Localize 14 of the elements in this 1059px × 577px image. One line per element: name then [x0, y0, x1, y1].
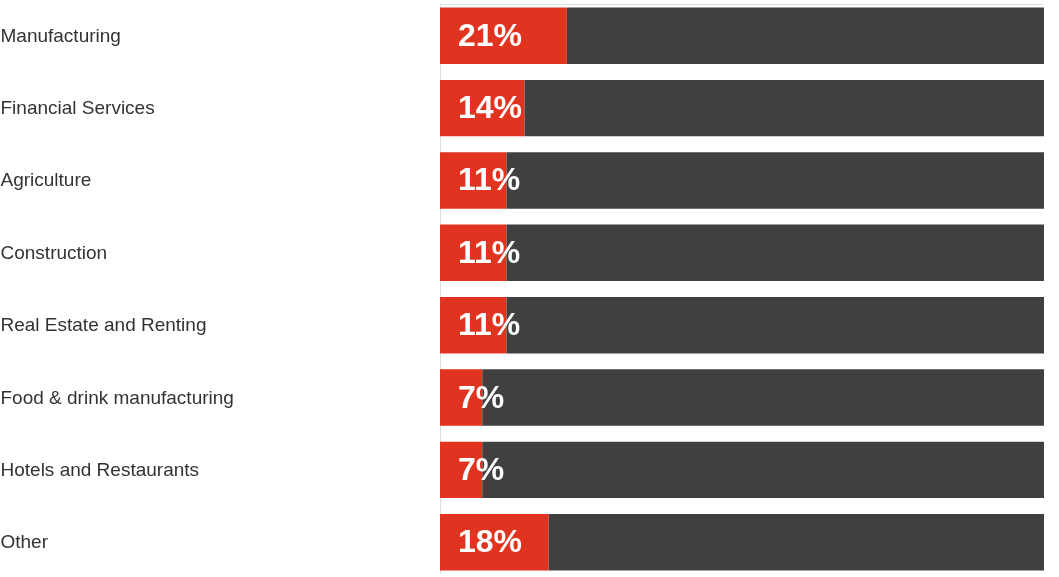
- data-label: 18%: [458, 523, 523, 560]
- y-tick-label: Other: [0, 531, 49, 553]
- data-label: 14%: [458, 89, 523, 126]
- y-tick-label: Financial Services: [0, 97, 155, 119]
- y-tick-label: Real Estate and Renting: [0, 314, 207, 336]
- y-tick-label: Agriculture: [0, 169, 92, 191]
- data-label: 21%: [458, 16, 523, 53]
- y-tick-label: Construction: [0, 241, 108, 263]
- bar: [524, 79, 1044, 137]
- y-tick-label: Food & drink manufacturing: [0, 386, 234, 408]
- bar: [548, 513, 1044, 571]
- y-tick-label: Hotels and Restaurants: [0, 458, 200, 480]
- bar: [566, 7, 1044, 65]
- y-tick-label: Manufacturing: [0, 24, 121, 46]
